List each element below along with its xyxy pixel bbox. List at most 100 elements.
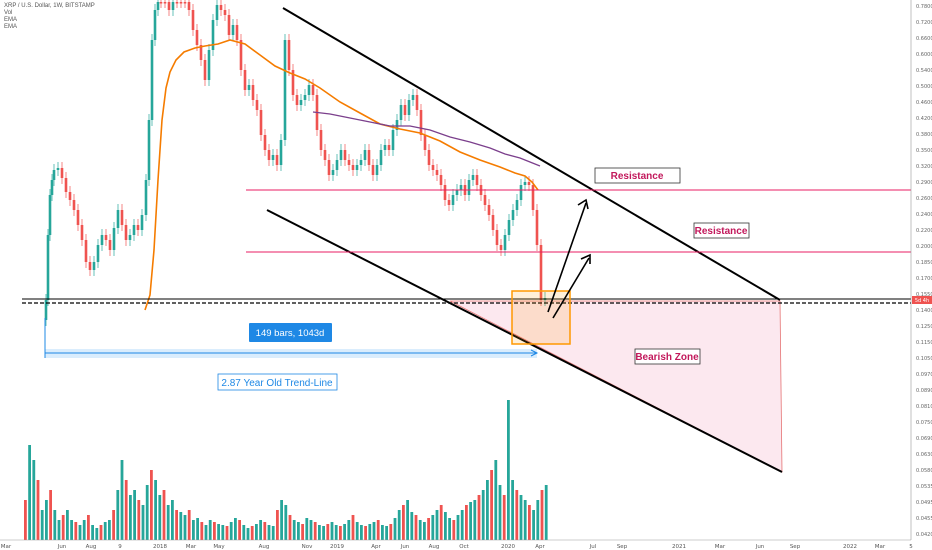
price-tick-label: 0.07500: [916, 420, 932, 426]
bars-count-box: [249, 323, 332, 342]
candle-body: [128, 235, 132, 240]
candle-body: [487, 205, 491, 215]
candle-body: [427, 150, 431, 165]
volume-bar: [61, 515, 65, 540]
volume-bar: [166, 505, 170, 540]
price-tick-label: 0.04550: [916, 516, 932, 522]
time-tick-label: Jun: [400, 544, 410, 550]
volume-bar: [225, 526, 229, 540]
candle-body: [535, 210, 539, 245]
volume-bar: [150, 470, 153, 540]
last-price-tag: [912, 296, 932, 304]
volume-bar: [465, 505, 468, 540]
price-tick-label: 0.32000: [916, 164, 932, 170]
volume-bar: [70, 520, 73, 540]
candle-body: [64, 178, 68, 192]
volume-bar: [246, 528, 250, 540]
volume-bar: [410, 512, 414, 540]
time-tick-label: 5: [909, 544, 913, 550]
volume-bar: [234, 518, 237, 540]
volume-bar: [515, 490, 519, 540]
candle-body: [279, 140, 283, 165]
volume-bar: [486, 480, 489, 540]
price-tick-label: 0.06300: [916, 452, 932, 458]
candle-body: [48, 195, 52, 235]
candle-body: [247, 85, 251, 90]
volume-bar: [469, 502, 472, 540]
volume-bar: [250, 526, 254, 540]
candle-body: [144, 180, 148, 215]
candle-body: [207, 50, 211, 80]
volume-bar: [309, 520, 313, 540]
candle-body: [124, 225, 128, 240]
candle-body: [132, 225, 136, 235]
legend-ema-slow: EMA: [4, 24, 18, 30]
candle-body: [443, 185, 447, 200]
price-tick-label: 0.04950: [916, 500, 932, 506]
volume-bar: [187, 510, 191, 540]
candle-body: [60, 168, 64, 178]
volume-bar: [368, 524, 372, 540]
volume-bar: [242, 525, 246, 540]
price-tick-label: 0.22000: [916, 228, 932, 234]
volume-bar: [221, 525, 225, 540]
volume-bar: [288, 515, 292, 540]
price-tick-label: 0.18500: [916, 260, 932, 266]
time-tick-label: 2019: [330, 544, 344, 550]
candle-body: [171, 2, 175, 10]
time-tick-label: Mar: [1, 544, 12, 550]
candle-body: [88, 262, 92, 270]
price-axis-ticks: 0.78000 0.72000 0.66000 0.60000 0.54000 0.500…: [916, 4, 932, 538]
ema-slow-line: [312, 111, 541, 167]
candle-body: [367, 150, 371, 165]
volume-bar: [162, 490, 166, 540]
candle-body: [511, 210, 515, 220]
resistance-label-upper: Resistance: [611, 171, 664, 182]
candle-body: [299, 100, 303, 105]
volume-bar: [301, 524, 304, 540]
candle-body: [335, 160, 339, 170]
candle-body: [331, 170, 335, 175]
candle-body: [72, 200, 76, 210]
price-tick-label: 0.05800: [916, 468, 932, 474]
candle-body: [451, 195, 455, 205]
trendline-age-label: 2.87 Year Old Trend-Line: [221, 378, 333, 389]
candle-body: [459, 185, 463, 190]
time-tick-label: Sep: [617, 544, 628, 550]
volume-bar: [402, 505, 405, 540]
candle-body: [112, 228, 116, 250]
volume-bar: [99, 525, 103, 540]
volume-bar: [229, 522, 233, 540]
candle-body: [327, 160, 331, 175]
volume-bar: [511, 480, 514, 540]
volume-bar: [112, 510, 115, 540]
candle-body: [387, 145, 391, 150]
price-tick-label: 0.29000: [916, 180, 932, 186]
volume-bar: [280, 500, 283, 540]
candle-body: [96, 245, 100, 262]
volume-bars: [24, 400, 548, 540]
candle-body: [347, 160, 351, 165]
time-axis-ticks: Mar Jun Aug 9 2018 Mar May Aug Nov 2019 Apr Jun Aug O…: [1, 544, 913, 550]
time-tick-label: 2021: [672, 544, 686, 550]
volume-bar: [204, 525, 208, 540]
volume-bar: [255, 524, 258, 540]
volume-bar: [343, 524, 346, 540]
resistance-label-lower: Resistance: [695, 226, 748, 237]
candle-body: [303, 95, 307, 100]
volume-bar: [292, 520, 296, 540]
volume-bar: [334, 525, 338, 540]
candle-body: [415, 95, 419, 110]
volume-bar: [540, 490, 544, 540]
candle-body: [140, 215, 144, 230]
volume-bar: [427, 518, 430, 540]
volume-bar: [490, 470, 493, 540]
candle-body: [156, 2, 160, 10]
volume-bar: [444, 512, 447, 540]
volume-bar: [276, 510, 279, 540]
resistance-label-upper-box: [594, 167, 681, 184]
price-tick-label: 0.20000: [916, 244, 932, 250]
volume-bar: [175, 510, 178, 540]
volume-bar: [414, 515, 418, 540]
